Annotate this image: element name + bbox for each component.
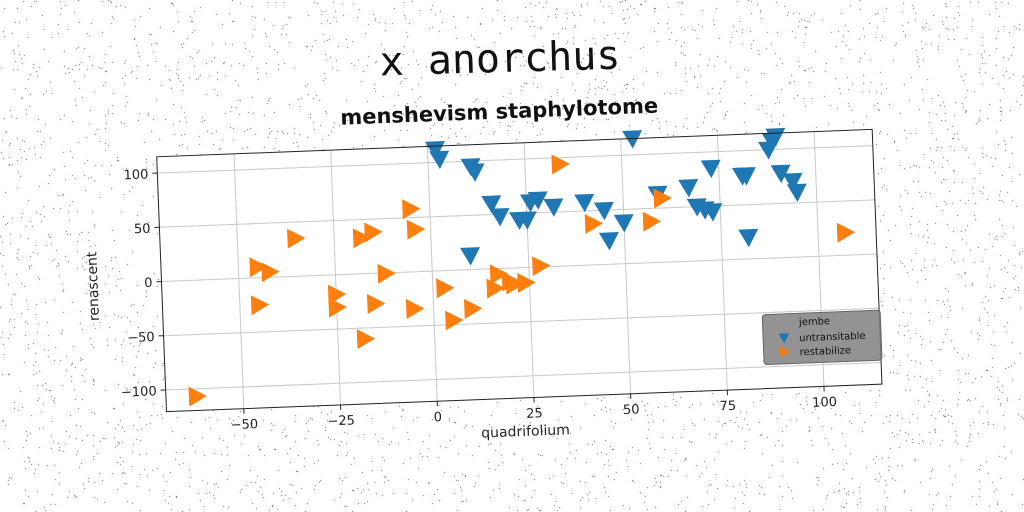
legend-label-untransitable: untransitable [799, 331, 866, 345]
chart-title: menshevism staphylotome [340, 94, 659, 130]
untransitable-point [527, 191, 548, 210]
untransitable-point [770, 164, 791, 184]
untransitable-point [593, 201, 614, 221]
restabilize-point [364, 222, 383, 243]
restabilize-point [517, 273, 536, 294]
restabilize-point [406, 219, 426, 240]
untransitable-point [613, 214, 634, 233]
x-tick-label: 75 [719, 399, 736, 415]
x-tick-label: 0 [433, 410, 442, 425]
restabilize-point [642, 211, 662, 232]
chart-legend: jembe untransitable restabilize [761, 309, 883, 366]
untransitable-point [702, 203, 723, 222]
plot-frame [156, 128, 883, 413]
untransitable-point [598, 232, 619, 251]
restabilize-point [532, 256, 551, 277]
x-grid-line [716, 135, 728, 391]
restabilize-point [377, 263, 396, 284]
x-tick-label: 50 [623, 402, 640, 418]
x-grid-line [620, 138, 632, 394]
untransitable-point [429, 150, 450, 169]
restabilize-point [352, 228, 372, 249]
restabilize-point [356, 329, 376, 350]
restabilize-point [405, 299, 425, 320]
legend-marker-untransitable [778, 333, 790, 344]
x-tick-label: 100 [812, 395, 837, 411]
restabilize-point [551, 154, 570, 175]
restabilize-point [327, 284, 347, 305]
restabilize-point [464, 298, 483, 319]
untransitable-point [460, 247, 481, 266]
y-grid-line [165, 361, 882, 391]
y-tick-label: −50 [127, 330, 155, 346]
restabilize-point [836, 222, 856, 243]
untransitable-point [516, 211, 537, 230]
x-tick-label: −50 [230, 417, 258, 433]
untransitable-point [574, 193, 595, 213]
untransitable-point [464, 163, 485, 182]
restabilize-point [366, 294, 386, 315]
legend-title: jembe [798, 316, 831, 328]
untransitable-point [786, 183, 807, 202]
y-grid-line [157, 145, 873, 174]
restabilize-point [188, 386, 207, 407]
untransitable-point [678, 179, 699, 198]
legend-box [761, 309, 883, 366]
restabilize-point [505, 274, 525, 295]
axis-ticks: −50 −25 0 25 50 75 100 −100 −50 0 50 100 [121, 167, 838, 433]
untransitable-point [622, 130, 643, 149]
x-tick-label: −25 [327, 413, 355, 429]
restabilize-point [584, 213, 604, 234]
restabilize-point [261, 262, 280, 283]
x-grid-line [523, 142, 535, 398]
legend-marker-restabilize [780, 346, 791, 358]
restabilize-point [402, 199, 421, 220]
y-tick-label: −100 [121, 384, 157, 400]
restabilize-point [436, 278, 455, 299]
untransitable-point [700, 159, 721, 179]
untransitable-point [738, 228, 759, 248]
x-grid-line [233, 153, 245, 409]
restabilize-point [328, 297, 347, 318]
x-grid-line [330, 150, 342, 405]
restabilize-point [287, 228, 306, 249]
untransitable-point [481, 195, 502, 214]
untransitable-point [782, 172, 803, 192]
x-tick-label: 25 [526, 406, 543, 422]
x-axis-label: quadrifolium [481, 422, 570, 441]
restabilize-point [250, 295, 270, 316]
restabilize-point [653, 188, 672, 209]
untransitable-point [543, 198, 564, 217]
data-points [188, 127, 856, 407]
grid-lines [157, 131, 882, 409]
x-grid-line [426, 146, 438, 402]
y-tick-label: 100 [123, 167, 148, 183]
y-grid-line [161, 253, 877, 283]
chart-rotated-group: menshevism staphylotome −50 −25 0 25 50 75 100… [84, 94, 883, 442]
restabilize-point [249, 257, 268, 278]
untransitable-point [735, 167, 756, 186]
restabilize-point [489, 264, 509, 285]
legend-label-restabilize: restabilize [799, 345, 851, 358]
y-tick-label: 0 [144, 276, 153, 291]
y-grid-line [163, 307, 880, 337]
restabilize-point [445, 310, 464, 331]
y-axis-label: renascent [84, 251, 103, 322]
y-tick-label: 50 [134, 222, 151, 238]
untransitable-point [489, 208, 510, 227]
